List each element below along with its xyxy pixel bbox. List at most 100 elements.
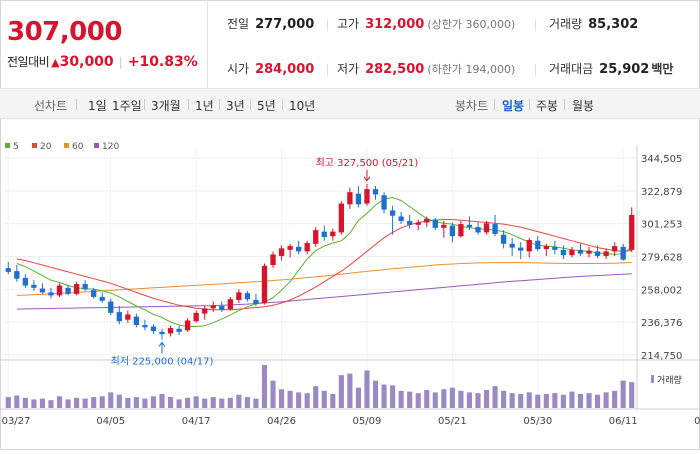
candle-body: [99, 296, 105, 301]
volume-bar: [167, 397, 174, 408]
volume-bar: [330, 393, 336, 408]
candle-body: [108, 301, 114, 313]
divider: [144, 99, 145, 110]
volume-bar: [39, 398, 45, 408]
legend-label: 5: [13, 142, 19, 152]
volume-bar: [415, 393, 421, 408]
y-tick-label: 236,376: [641, 318, 682, 329]
low-arrow-head-icon: [158, 341, 166, 347]
candle-body: [22, 277, 28, 286]
stat-value: 25,902: [599, 62, 650, 77]
volume-bar: [14, 395, 20, 408]
tab-1d[interactable]: 1일: [88, 99, 107, 113]
candle-body: [287, 246, 293, 250]
candle-body: [227, 299, 233, 310]
divider: [535, 64, 536, 76]
volume-bar: [236, 394, 242, 408]
volume-bar: [355, 387, 361, 408]
candle-body: [82, 284, 88, 290]
volume-bar: [390, 385, 396, 408]
candle-body: [560, 249, 567, 256]
candle-body: [492, 224, 498, 234]
candle-body: [14, 271, 20, 279]
volume-bar: [193, 396, 199, 408]
volume-bar: [304, 393, 310, 408]
x-tick-label: 03/27: [2, 416, 31, 427]
candle-body: [594, 251, 601, 256]
stat-value: 282,500: [365, 62, 425, 77]
volume-bar: [372, 380, 379, 408]
volume-bar: [219, 398, 225, 408]
volume-bar: [466, 392, 473, 408]
candle-body: [466, 224, 473, 228]
volume-bar: [321, 390, 327, 408]
legend-label: 60: [72, 142, 84, 152]
candle-body: [398, 216, 404, 222]
volume-bar: [612, 390, 618, 408]
volume-bar: [509, 393, 515, 408]
volume-bar: [364, 370, 370, 408]
candle-body: [261, 265, 268, 304]
candle-body: [48, 292, 54, 296]
volume-bar: [82, 398, 88, 408]
tab-10y[interactable]: 10년: [289, 99, 316, 113]
volume-bar: [65, 399, 71, 408]
candle-body: [313, 230, 319, 244]
candle-body: [526, 239, 532, 252]
x-tick-label: 04/05: [96, 416, 125, 427]
stat-value: 277,000: [255, 17, 315, 32]
stat-label: 저가: [337, 62, 360, 76]
volume-bar: [270, 380, 276, 408]
candle-body: [364, 189, 370, 204]
volume-bar: [441, 389, 447, 408]
candle-body: [347, 192, 353, 205]
tab-daily[interactable]: 일봉: [502, 99, 525, 113]
volume-bar: [5, 397, 11, 408]
volume-bar: [407, 391, 413, 408]
y-tick-label: 214,750: [641, 351, 682, 362]
tab-3y[interactable]: 3년: [226, 99, 245, 113]
volume-bar: [116, 394, 122, 408]
candle-body: [202, 308, 208, 314]
candle-body: [39, 288, 46, 293]
volume-bar: [210, 397, 216, 408]
legend-label: 120: [102, 142, 119, 152]
stock-chart: 5 20 60 120 344,505 322,879 301,253 279,628 258,…: [0, 120, 700, 450]
change-row: 전일대비 ▲30,000 | +10.83%: [7, 53, 198, 70]
volume-bar: [48, 400, 54, 408]
tab-1w[interactable]: 1주일: [112, 99, 142, 113]
tab-1y[interactable]: 1년: [195, 99, 214, 113]
candle-body: [125, 314, 131, 320]
tab-monthly[interactable]: 월봉: [572, 99, 595, 113]
volume-bar: [543, 393, 549, 408]
candle-body: [603, 251, 609, 256]
change-label: 전일대비: [7, 55, 50, 69]
candle-body: [535, 240, 541, 250]
candle-body: [458, 224, 464, 237]
volume-legend-label: 거래량: [657, 374, 682, 386]
volume-bar: [569, 391, 575, 408]
candle-body: [441, 224, 447, 228]
legend-swatch: [94, 143, 99, 148]
tab-weekly[interactable]: 주봉: [536, 99, 559, 113]
candle-body: [176, 328, 182, 332]
x-tick-label: 05/30: [523, 416, 552, 427]
divider: [219, 99, 220, 110]
volume-bar: [424, 390, 430, 408]
divider: [564, 99, 565, 110]
y-tick-label: 322,879: [641, 187, 682, 198]
high-arrow-head-icon: [363, 176, 371, 182]
divider: [494, 99, 495, 110]
divider: [282, 99, 283, 110]
candle-body: [236, 292, 242, 300]
candle-body: [150, 326, 157, 332]
volume-bar: [125, 397, 131, 408]
volume-bar: [347, 373, 353, 408]
tab-5y[interactable]: 5년: [257, 99, 276, 113]
current-price: 307,000: [7, 17, 122, 47]
volume-legend-swatch: [651, 375, 654, 383]
legend-swatch: [32, 143, 37, 148]
ma60-line: [16, 262, 632, 296]
tab-3m[interactable]: 3개월: [151, 99, 181, 113]
chart-svg: 5 20 60 120 344,505 322,879 301,253 279,628 258,…: [0, 142, 700, 427]
